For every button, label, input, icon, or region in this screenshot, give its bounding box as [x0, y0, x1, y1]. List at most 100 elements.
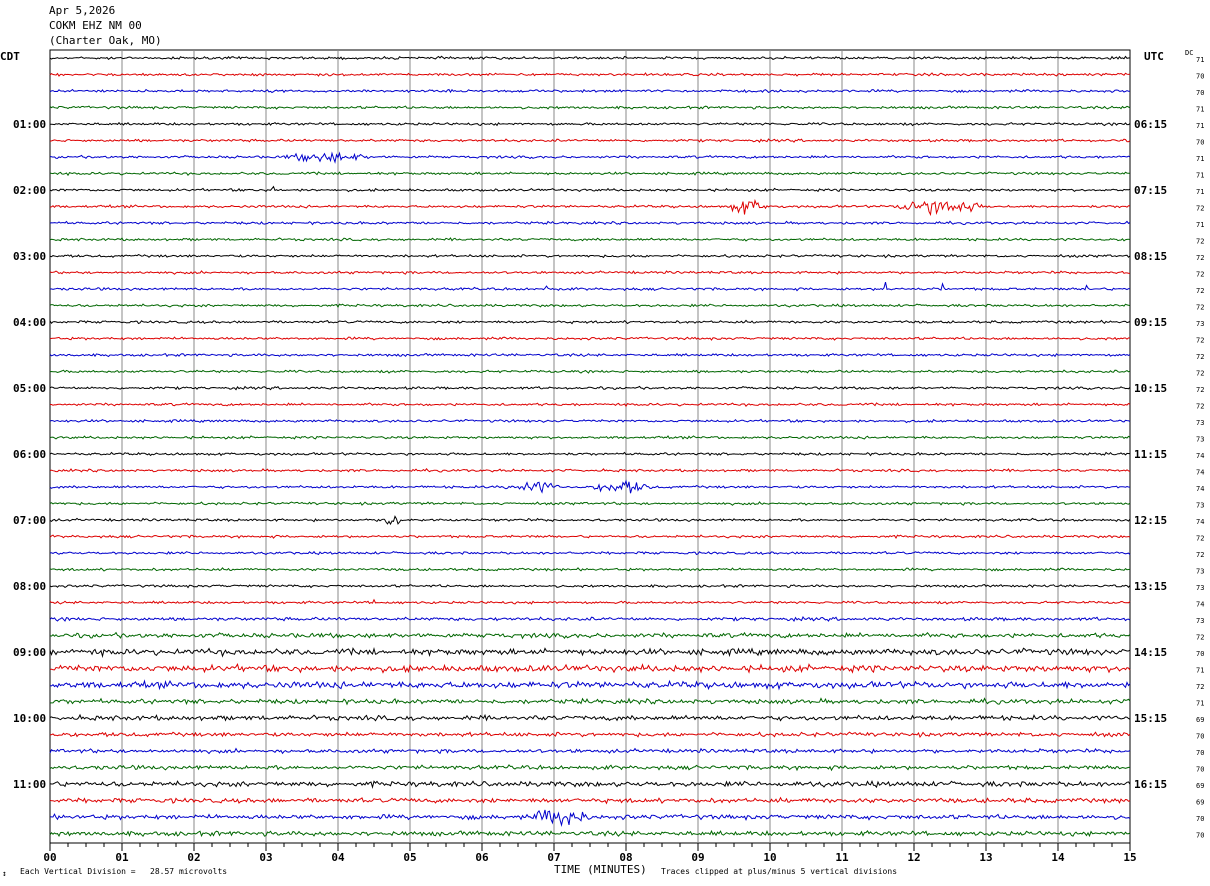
seismic-trace	[49, 171, 1131, 177]
dc-offset-value: 70	[1196, 749, 1204, 757]
hour-label-right: 07:15	[1134, 184, 1167, 197]
seismic-trace	[49, 631, 1131, 640]
seismic-trace	[49, 829, 1131, 838]
dc-offset-value: 70	[1196, 139, 1204, 147]
dc-offset-value: 74	[1196, 452, 1204, 460]
x-tick-label: 15	[1123, 851, 1136, 864]
dc-offset-value: 70	[1196, 650, 1204, 658]
seismic-trace	[49, 319, 1131, 325]
seismic-trace	[49, 336, 1131, 341]
seismic-trace	[49, 385, 1131, 391]
seismic-trace	[49, 567, 1131, 572]
x-tick-label: 11	[835, 851, 849, 864]
dc-offset-value: 74	[1196, 485, 1204, 493]
seismic-trace	[49, 55, 1131, 61]
header-date: Apr 5,2026	[49, 4, 116, 17]
dc-offset-value: 69	[1196, 782, 1204, 790]
seismic-trace	[49, 764, 1130, 772]
dc-offset-value: 72	[1196, 535, 1204, 543]
hour-label-left: 06:00	[13, 448, 46, 461]
x-tick-label: 05	[403, 851, 416, 864]
hour-label-left: 03:00	[13, 250, 46, 263]
seismic-trace	[49, 303, 1131, 308]
hour-label-left: 09:00	[13, 646, 46, 659]
dc-offset-value: 69	[1196, 799, 1204, 807]
seismic-trace	[49, 198, 1131, 217]
seismic-trace	[49, 697, 1131, 706]
x-tick-label: 13	[979, 851, 992, 864]
seismic-trace	[49, 479, 1131, 494]
dc-offset-value: 70	[1196, 832, 1204, 840]
hour-label-right: 11:15	[1134, 448, 1167, 461]
hour-label-right: 08:15	[1134, 250, 1167, 263]
left-timezone-label: CDT	[0, 50, 20, 63]
seismic-trace	[49, 796, 1131, 805]
logo-icon: ↕	[2, 869, 7, 878]
seismic-trace	[49, 713, 1131, 722]
dc-offset-value: 72	[1196, 304, 1204, 312]
x-tick-label: 03	[259, 851, 272, 864]
seismic-trace	[49, 72, 1131, 77]
dc-offset-value: 70	[1196, 73, 1204, 81]
x-axis-label: TIME (MINUTES)	[554, 863, 647, 876]
dc-offset-value: 71	[1196, 700, 1204, 708]
seismic-trace	[49, 237, 1131, 242]
dc-offset-value: 74	[1196, 518, 1204, 526]
seismic-trace	[49, 369, 1131, 374]
dc-offset-value: 72	[1196, 386, 1204, 394]
dc-offset-value: 72	[1196, 271, 1204, 279]
right-timezone-label: UTC	[1144, 50, 1164, 63]
seismic-trace	[49, 616, 1131, 622]
seismic-trace	[49, 88, 1130, 94]
dc-offset-value: 70	[1196, 766, 1204, 774]
dc-offset-value: 72	[1196, 370, 1204, 378]
dc-offset-value: 72	[1196, 683, 1204, 691]
seismic-trace	[49, 515, 1131, 526]
dc-offset-value: 73	[1196, 502, 1204, 510]
dc-offset-value: 72	[1196, 353, 1204, 361]
seismic-trace	[50, 402, 1131, 408]
hour-label-right: 06:15	[1134, 118, 1167, 131]
seismic-trace	[49, 663, 1131, 674]
hour-label-right: 15:15	[1134, 712, 1167, 725]
dc-offset-value: 71	[1196, 667, 1204, 675]
clip-note: Traces clipped at plus/minus 5 vertical …	[661, 867, 898, 876]
dc-offset-value: 74	[1196, 601, 1204, 609]
dc-offset-value: 71	[1196, 172, 1204, 180]
seismic-trace	[49, 646, 1131, 659]
dc-offset-value: 74	[1196, 469, 1204, 477]
x-tick-label: 04	[331, 851, 345, 864]
seismic-trace	[49, 435, 1131, 440]
dc-offset-value: 71	[1196, 122, 1204, 130]
seismic-trace	[49, 534, 1131, 539]
dc-offset-value: 73	[1196, 436, 1204, 444]
dc-offset-value: 70	[1196, 733, 1204, 741]
dc-offset-value: 73	[1196, 568, 1204, 576]
hour-label-left: 07:00	[13, 514, 46, 527]
seismic-trace	[49, 220, 1131, 226]
seismic-trace	[49, 352, 1131, 358]
scale-note: Each Vertical Division = 28.57 microvolt…	[20, 867, 228, 876]
dc-offset-header: DC	[1185, 49, 1194, 57]
seismic-trace	[49, 809, 1131, 827]
dc-offset-value: 73	[1196, 617, 1204, 625]
hour-label-left: 01:00	[13, 118, 46, 131]
seismic-trace	[49, 270, 1131, 275]
seismic-trace	[49, 418, 1131, 424]
hour-label-right: 16:15	[1134, 778, 1167, 791]
dc-offset-value: 72	[1196, 205, 1204, 213]
hour-label-right: 13:15	[1134, 580, 1167, 593]
seismic-trace	[50, 121, 1131, 127]
dc-offset-value: 70	[1196, 815, 1204, 823]
dc-offset-value: 72	[1196, 337, 1204, 345]
x-tick-label: 10	[763, 851, 776, 864]
x-tick-label: 09	[691, 851, 704, 864]
seismic-trace	[49, 501, 1131, 506]
dc-offset-value: 72	[1196, 238, 1204, 246]
seismic-trace	[49, 747, 1131, 755]
seismic-trace	[49, 105, 1131, 110]
seismic-trace	[49, 731, 1131, 739]
header-station: COKM EHZ NM 00	[49, 19, 142, 32]
seismic-trace	[49, 281, 1131, 292]
